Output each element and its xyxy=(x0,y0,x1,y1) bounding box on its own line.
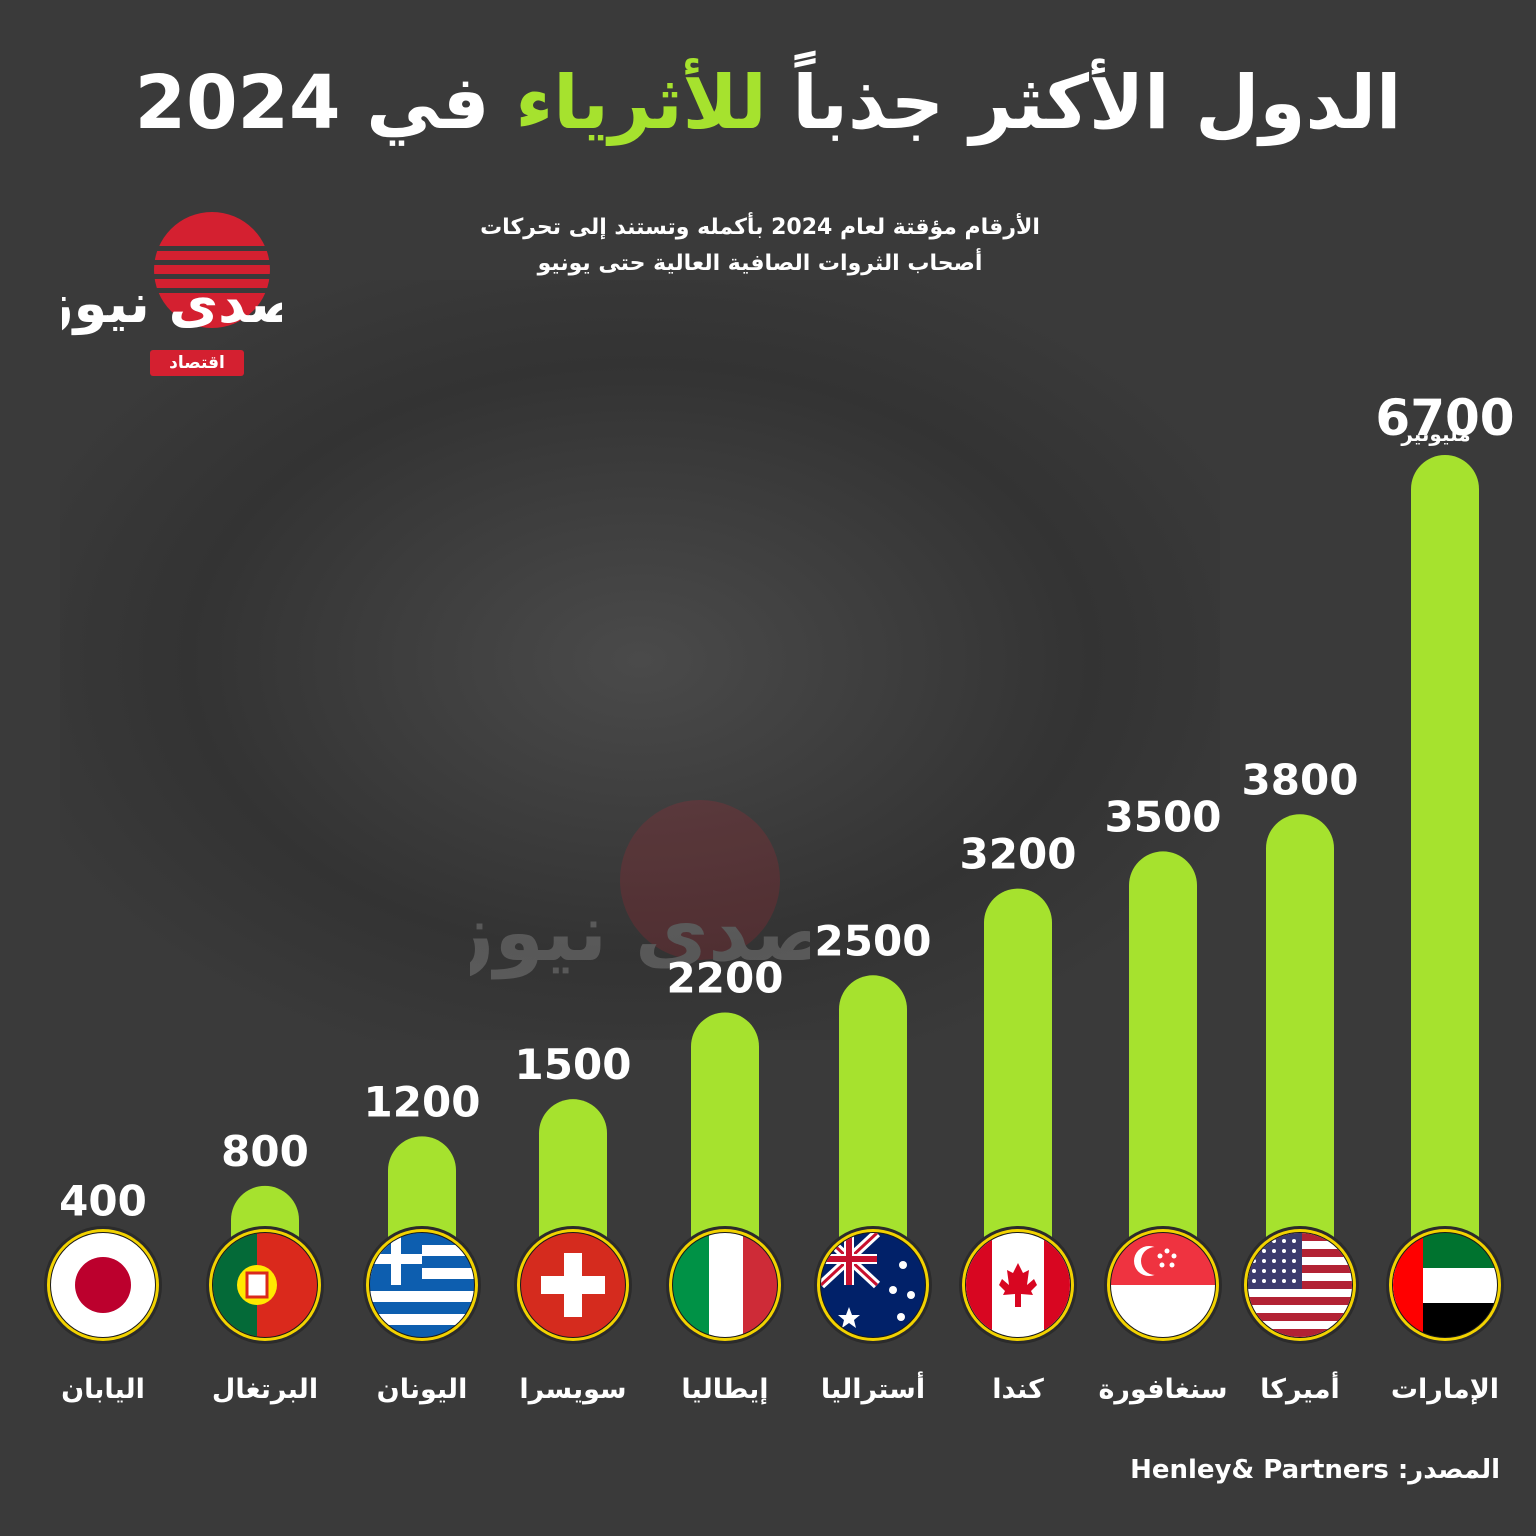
value-label-7: 3200 xyxy=(960,830,1077,879)
category-label-3: اليونان xyxy=(377,1374,468,1405)
bar-7 xyxy=(984,888,1052,1291)
value-label-3: 1200 xyxy=(364,1077,481,1126)
category-label-10: الإمارات xyxy=(1391,1374,1499,1405)
value-label-5: 2200 xyxy=(667,953,784,1002)
japan-flag-icon xyxy=(44,1226,162,1344)
canada-flag-icon xyxy=(959,1226,1077,1344)
australia-flag-icon xyxy=(814,1226,932,1344)
bar-5 xyxy=(691,1012,759,1291)
title-part-1: الدول الأكثر جذباً xyxy=(792,60,1402,146)
watermark-logo: صدى نيوز xyxy=(470,800,810,980)
bar-8 xyxy=(1129,851,1197,1291)
bar-10 xyxy=(1411,455,1479,1291)
greece-flag-icon xyxy=(363,1226,481,1344)
value-label-2: 800 xyxy=(221,1127,309,1176)
logo-badge: اقتصاد xyxy=(150,350,244,376)
brand-logo: صدى نيوز xyxy=(62,212,282,335)
category-label-5: إيطاليا xyxy=(681,1374,768,1405)
logo-text: صدى نيوز xyxy=(62,272,282,335)
value-label-8: 3500 xyxy=(1105,792,1222,841)
subtitle: الأرقام مؤقتة لعام 2024 بأكمله وتستند إل… xyxy=(380,210,1140,282)
watermark-text: صدى نيوز xyxy=(470,886,810,980)
value-label-6: 2500 xyxy=(815,916,932,965)
title-highlight: للأثرياء xyxy=(515,60,767,146)
bar-9 xyxy=(1266,814,1334,1291)
category-label-6: أستراليا xyxy=(821,1371,925,1405)
category-label-9: أميركا xyxy=(1260,1371,1340,1405)
category-label-8: سنغافورة xyxy=(1098,1374,1227,1405)
unit-label: مليونير xyxy=(1401,422,1471,446)
value-label-10: 6700 xyxy=(1375,389,1514,447)
value-label-9: 3800 xyxy=(1242,755,1359,804)
category-label-7: كندا xyxy=(992,1374,1044,1405)
subtitle-line-1: الأرقام مؤقتة لعام 2024 بأكمله وتستند إل… xyxy=(480,215,1040,240)
bar-6 xyxy=(839,975,907,1291)
category-label-2: البرتغال xyxy=(212,1374,318,1405)
value-label-4: 1500 xyxy=(515,1040,632,1089)
page-title: الدول الأكثر جذباً للأثرياء في 2024 xyxy=(0,60,1536,146)
source-credit: المصدر: Henley& Partners xyxy=(1130,1455,1500,1485)
category-label-1: اليابان xyxy=(61,1374,145,1405)
title-part-2: في 2024 xyxy=(134,60,490,146)
uae-flag-icon xyxy=(1386,1226,1504,1344)
singapore-flag-icon xyxy=(1104,1226,1222,1344)
subtitle-line-2: أصحاب الثروات الصافية العالية حتى يونيو xyxy=(537,251,983,276)
portugal-flag-icon xyxy=(206,1226,324,1344)
usa-flag-icon xyxy=(1241,1226,1359,1344)
italy-flag-icon xyxy=(666,1226,784,1344)
switzerland-flag-icon xyxy=(514,1226,632,1344)
category-label-4: سويسرا xyxy=(519,1374,626,1405)
value-label-1: 400 xyxy=(59,1176,147,1225)
